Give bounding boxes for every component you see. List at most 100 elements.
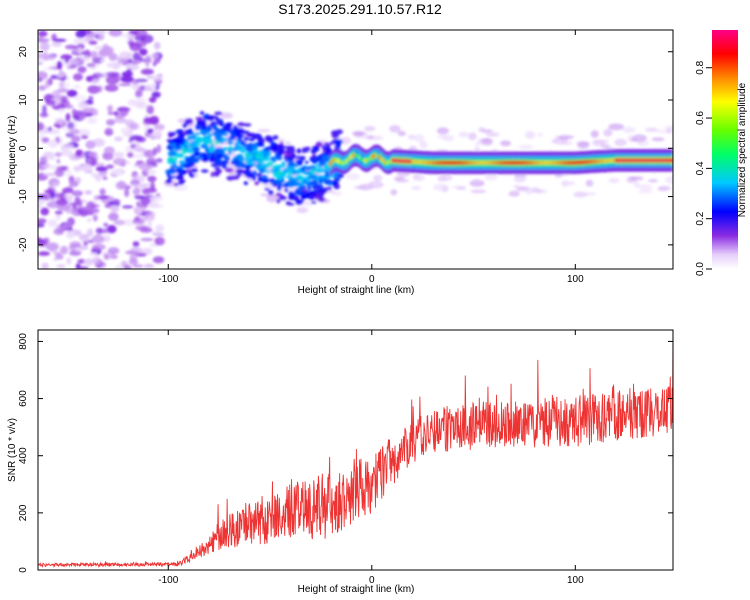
heat-cell: [38, 198, 46, 205]
heat-cell: [39, 156, 48, 165]
heat-cell: [76, 200, 83, 207]
heat-cell: [107, 247, 120, 255]
heat-cell: [172, 138, 181, 145]
heat-cell: [334, 140, 341, 147]
heat-cell: [235, 168, 244, 175]
heat-cell: [225, 167, 234, 173]
heat-cell: [390, 189, 398, 196]
heat-cell: [257, 154, 265, 158]
heat-cell: [253, 158, 262, 163]
heat-cell: [150, 82, 156, 91]
heat-cell: [133, 163, 143, 167]
heat-cell: [288, 192, 297, 196]
x-tick-label: 100: [567, 274, 584, 285]
x-tick-label: 0: [369, 575, 375, 586]
heat-cell: [110, 206, 120, 213]
heat-cell: [71, 190, 83, 197]
heat-cell: [39, 42, 50, 52]
heat-cell: [38, 122, 45, 131]
heat-cell: [284, 181, 289, 188]
heat-cell: [83, 240, 88, 247]
heat-cell: [155, 82, 160, 90]
heat-cell: [60, 54, 73, 61]
heat-cell: [178, 160, 186, 165]
heat-cell: [79, 115, 86, 120]
heat-cell: [203, 156, 209, 163]
heat-cell: [47, 156, 56, 161]
heat-cell: [561, 180, 569, 188]
heat-cell: [315, 168, 320, 174]
heat-cell: [536, 132, 544, 137]
heat-cell: [39, 112, 49, 118]
heat-cell: [302, 179, 307, 185]
heat-cell: [268, 161, 273, 167]
heat-cell: [573, 191, 588, 198]
heat-cell: [38, 71, 48, 80]
heat-cell: [138, 216, 146, 225]
heat-cell: [212, 124, 217, 130]
heat-cell: [89, 157, 96, 166]
heat-cell: [190, 168, 198, 173]
heat-cell: [223, 154, 228, 160]
y-tick-label: -10: [18, 189, 29, 204]
heat-cell: [215, 152, 224, 159]
heat-cell: [252, 134, 260, 140]
heat-cell: [60, 149, 73, 157]
x-tick-label: 0: [369, 274, 375, 285]
heat-cell: [278, 151, 283, 156]
heat-cell: [332, 180, 337, 187]
heat-cell: [257, 128, 271, 133]
heat-cell: [112, 111, 119, 116]
heat-cell: [323, 187, 328, 193]
heat-cell: [103, 254, 110, 260]
heat-cell: [585, 179, 594, 187]
heat-cell: [248, 155, 254, 160]
heat-cell: [76, 128, 91, 137]
heat-cell: [120, 108, 129, 117]
heat-cell: [132, 188, 141, 196]
heat-cell: [315, 155, 323, 162]
heat-cell: [64, 207, 79, 214]
heat-cell: [141, 248, 153, 255]
heat-cell: [130, 123, 139, 130]
heat-cell: [104, 83, 119, 92]
heat-cell: [66, 230, 75, 239]
heat-cell: [190, 154, 196, 159]
heat-cell: [221, 163, 227, 169]
heat-cell: [285, 201, 291, 205]
heat-cell: [84, 190, 93, 195]
heat-cell: [325, 172, 329, 177]
heat-cell: [331, 191, 343, 196]
heat-cell: [156, 144, 162, 154]
heat-cell: [261, 175, 268, 180]
heat-cell: [656, 129, 672, 134]
heat-cell: [97, 195, 109, 200]
heat-cell: [238, 163, 247, 168]
heat-cell: [43, 237, 50, 244]
heat-cell: [188, 171, 192, 177]
heat-cell: [239, 128, 245, 134]
heat-cell: [111, 199, 121, 204]
heat-cell: [237, 157, 246, 162]
heat-cell: [133, 206, 143, 215]
heat-cell: [307, 186, 312, 191]
heat-cell: [143, 149, 156, 158]
heat-cell: [56, 88, 69, 93]
heat-cell: [442, 134, 455, 142]
heat-cell: [146, 128, 154, 134]
heat-cell: [296, 207, 309, 214]
heat-cell: [121, 205, 134, 209]
heat-cell: [173, 183, 179, 187]
heat-cell: [77, 101, 89, 109]
heat-cell: [151, 91, 161, 98]
heat-cell: [411, 186, 421, 191]
heat-cell: [203, 135, 211, 140]
heat-cell: [131, 84, 141, 90]
heat-cell: [258, 166, 267, 172]
heat-cell: [122, 71, 133, 78]
spectrogram-heatmap: [38, 30, 673, 269]
heat-cell: [45, 242, 59, 251]
colorbar-tick-label: 0.4: [695, 161, 706, 175]
